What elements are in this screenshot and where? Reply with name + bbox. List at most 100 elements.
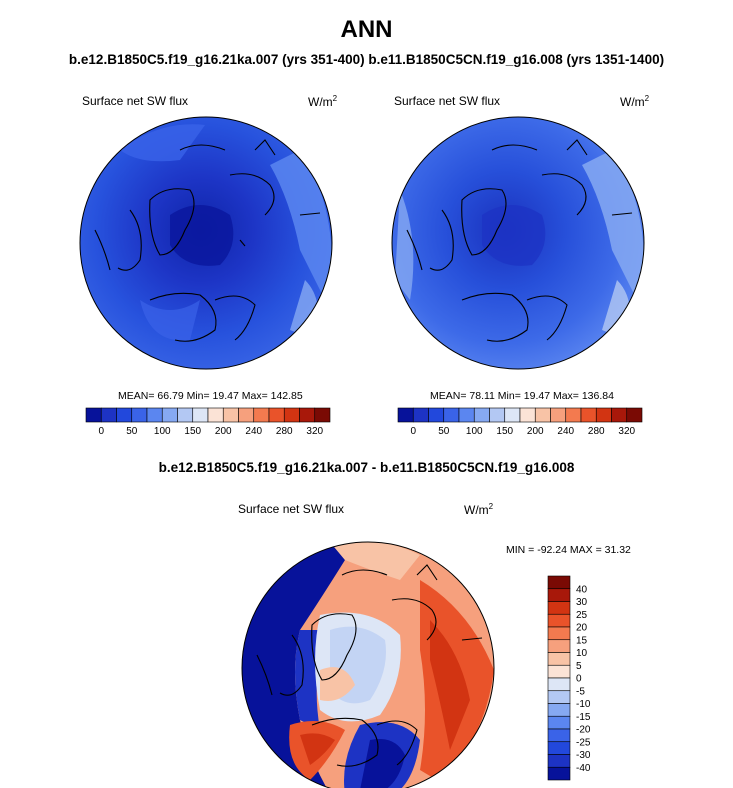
panel3-colorbar-bin — [547, 690, 571, 704]
panel2-colorbar-tick-label: 240 — [557, 426, 574, 437]
panel2-colorbar-bin — [611, 407, 628, 423]
panel3-map — [241, 541, 495, 788]
panel3-colorbar-bin — [547, 741, 571, 755]
panel3-colorbar-tick-label: 5 — [576, 661, 582, 672]
panel1-colorbar: 0 50 100 150 200 240 280 320 — [85, 407, 331, 437]
panel1-colorbar-bin — [161, 407, 178, 423]
panel1-colorbar-tick-label: 280 — [276, 426, 293, 437]
panel2-colorbar-bin — [626, 407, 643, 423]
panel3-colorbar-tick-label: 40 — [576, 584, 588, 595]
diff-title: b.e12.B1850C5.f19_g16.21ka.007 - b.e11.B… — [158, 460, 575, 475]
panel1-colorbar-bin — [177, 407, 194, 423]
panel1-colorbar-tick-label: 200 — [215, 426, 232, 437]
panel3-colorbar-bin — [547, 639, 571, 653]
panel2-colorbar-bin — [473, 407, 490, 423]
panel3-colorbar-tick-label: 0 — [576, 674, 582, 685]
panel3-colorbar-bin — [547, 613, 571, 628]
panel2-colorbar-bin — [458, 407, 475, 423]
panel3-variable-label: Surface net SW flux — [238, 502, 345, 516]
panel1-colorbar-bin — [192, 407, 209, 423]
panel2-colorbar-bin — [412, 407, 429, 423]
panel3-colorbar-bin — [547, 588, 571, 602]
panel3-colorbar-bin — [547, 652, 571, 666]
panel1-colorbar-tick-label: 100 — [154, 426, 171, 437]
panel1-colorbar-tick-label: 150 — [184, 426, 201, 437]
panel2-colorbar-bin — [397, 407, 414, 423]
panel1-colorbar-bin — [146, 407, 163, 423]
panel3-colorbar-bin — [547, 766, 571, 781]
panel1-units-label: W/m2 — [308, 94, 338, 109]
panel2-colorbar-tick-label: 280 — [588, 426, 605, 437]
panel3-colorbar-tick-label: -40 — [576, 763, 591, 774]
panel3-colorbar-tick-label: -5 — [576, 686, 585, 697]
panel1-colorbar-bin — [85, 407, 102, 423]
panel2-colorbar-tick-label: 100 — [466, 426, 483, 437]
figure-title: ANN — [340, 16, 393, 43]
panel3-colorbar-tick-label: 20 — [576, 623, 588, 634]
panel3-coastlines — [256, 564, 483, 767]
panel2-colorbar-tick-label: 200 — [527, 426, 544, 437]
panel3-colorbar-tick-label: 30 — [576, 597, 588, 608]
panel1-colorbar-bin — [207, 407, 224, 423]
panel2-colorbar-bin — [489, 407, 506, 423]
panel3-units-label: W/m2 — [464, 502, 494, 517]
panel1-colorbar-bin — [299, 407, 316, 423]
panel2-colorbar-bin — [428, 407, 445, 423]
panel3-colorbar-tick-label: -10 — [576, 699, 591, 710]
panel1-colorbar-bin — [131, 407, 148, 423]
panel1-colorbar-tick-label: 320 — [306, 426, 323, 437]
panel3-colorbar-tick-label: -15 — [576, 712, 591, 723]
panel3-stats: MIN = -92.24 MAX = 31.32 — [506, 544, 631, 556]
panel2-colorbar-bin — [534, 407, 551, 423]
panel2-colorbar-bin — [595, 407, 612, 423]
panel3-colorbar-bin — [547, 677, 571, 692]
panel3-colorbar-tick-label: -30 — [576, 750, 591, 761]
panel1-colorbar-bin — [100, 407, 117, 423]
panel2-colorbar-tick-label: 150 — [496, 426, 513, 437]
panel3-colorbar-bin — [547, 715, 571, 730]
panel2-units-label: W/m2 — [620, 94, 650, 109]
panel1-colorbar-bin — [222, 407, 239, 423]
panel3-colorbar-tick-label: 10 — [576, 648, 588, 659]
panel2-colorbar-bin — [580, 407, 597, 423]
panel2-colorbar-bin — [504, 407, 521, 423]
figure-subtitle: b.e12.B1850C5.f19_g16.21ka.007 (yrs 351-… — [68, 52, 665, 67]
panel1-variable-label: Surface net SW flux — [82, 94, 189, 108]
panel3-colorbar-tick-label: 25 — [576, 610, 588, 621]
panel1-colorbar-bin — [268, 407, 285, 423]
panel2-colorbar-bin — [565, 407, 582, 423]
panel3-colorbar-bin — [547, 575, 571, 590]
panel1-colorbar-bin — [238, 407, 255, 423]
panel2-colorbar: 0 50 100 150 200 240 280 320 — [397, 407, 643, 437]
panel3-colorbar-bin — [547, 601, 571, 615]
panel2-colorbar-bin — [519, 407, 536, 423]
panel2-colorbar-tick-label: 320 — [618, 426, 635, 437]
panel2-colorbar-tick-label: 0 — [410, 426, 416, 437]
panel1-colorbar-bin — [314, 407, 331, 423]
top-panels-svg: 0 50 100 150 200 240 280 320 0 50 100 150 200 240 280… — [79, 116, 645, 437]
panel3-colorbar-bin — [547, 664, 571, 679]
panel1-colorbar-tick-label: 0 — [98, 426, 104, 437]
panel2-map — [391, 116, 645, 370]
panel3-colorbar-bin — [547, 754, 571, 768]
panel1-colorbar-bin — [283, 407, 300, 423]
panel3-colorbar-bin — [547, 703, 571, 717]
panel2-coastlines — [406, 139, 633, 342]
panel2-colorbar-tick-label: 50 — [438, 426, 450, 437]
panel2-colorbar-bin — [443, 407, 460, 423]
panel3-colorbar-tick-label: 15 — [576, 635, 588, 646]
panel3-colorbar-tick-label: -20 — [576, 725, 591, 736]
panel2-colorbar-bin — [550, 407, 567, 423]
panel3-colorbar-tick-label: -25 — [576, 737, 591, 748]
panel3-colorbar-bin — [547, 626, 571, 641]
panel1-map — [79, 116, 333, 370]
panel1-coastlines — [94, 139, 321, 342]
panel1-colorbar-bin — [116, 407, 133, 423]
panel2-stats: MEAN= 78.11 Min= 19.47 Max= 136.84 — [430, 390, 614, 402]
panel2-variable-label: Surface net SW flux — [394, 94, 501, 108]
panel1-colorbar-tick-label: 50 — [126, 426, 138, 437]
panel1-stats: MEAN= 66.79 Min= 19.47 Max= 142.85 — [118, 390, 303, 402]
panel1-colorbar-bin — [253, 407, 270, 423]
